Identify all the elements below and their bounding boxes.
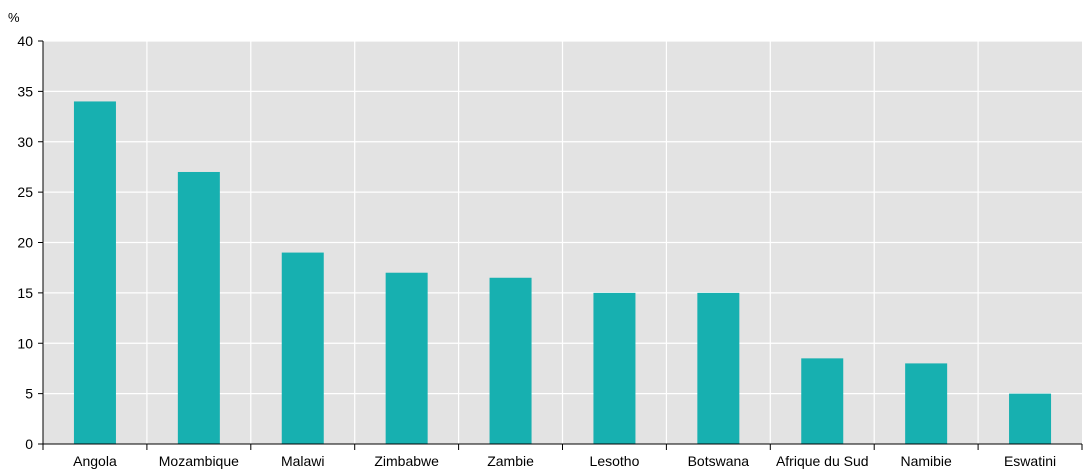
- x-tick-label: Botswana: [688, 453, 750, 469]
- bars: [73, 101, 1052, 444]
- y-tick-label: 25: [17, 184, 33, 200]
- bar-mozambique: [177, 171, 220, 444]
- y-tick-label: 35: [17, 83, 33, 99]
- y-tick-label: 15: [17, 285, 33, 301]
- bar-malawi: [281, 252, 324, 444]
- x-tick-label: Malawi: [281, 453, 325, 469]
- x-tick-label: Namibie: [900, 453, 952, 469]
- y-tick-label: 40: [17, 33, 33, 49]
- bar-afrique-du-sud: [801, 358, 844, 444]
- bar-zimbabwe: [385, 272, 428, 444]
- y-tick-label: 0: [25, 436, 33, 452]
- x-tick-label: Lesotho: [590, 453, 640, 469]
- bar-eswatini: [1009, 393, 1052, 444]
- y-tick-label: 10: [17, 335, 33, 351]
- x-tick-label: Zimbabwe: [374, 453, 439, 469]
- y-tick-label: 5: [25, 386, 33, 402]
- bar-namibie: [905, 363, 948, 444]
- bar-lesotho: [593, 292, 636, 444]
- x-tick-label: Zambie: [487, 453, 534, 469]
- x-tick-label: Eswatini: [1004, 453, 1056, 469]
- x-tick-label: Angola: [73, 453, 117, 469]
- y-tick-label: 20: [17, 235, 33, 251]
- bar-angola: [73, 101, 116, 444]
- axes: [38, 40, 1083, 450]
- y-axis-unit-label: %: [8, 10, 20, 25]
- y-tick-label: 30: [17, 134, 33, 150]
- bar-botswana: [697, 292, 740, 444]
- bar-zambie: [489, 277, 532, 444]
- labels: 0 5 10 15 20 25 30 35 40 Angola Mozambique Malawi Zi…: [17, 33, 1056, 469]
- x-tick-label: Mozambique: [159, 453, 239, 469]
- x-tick-label: Afrique du Sud: [776, 453, 869, 469]
